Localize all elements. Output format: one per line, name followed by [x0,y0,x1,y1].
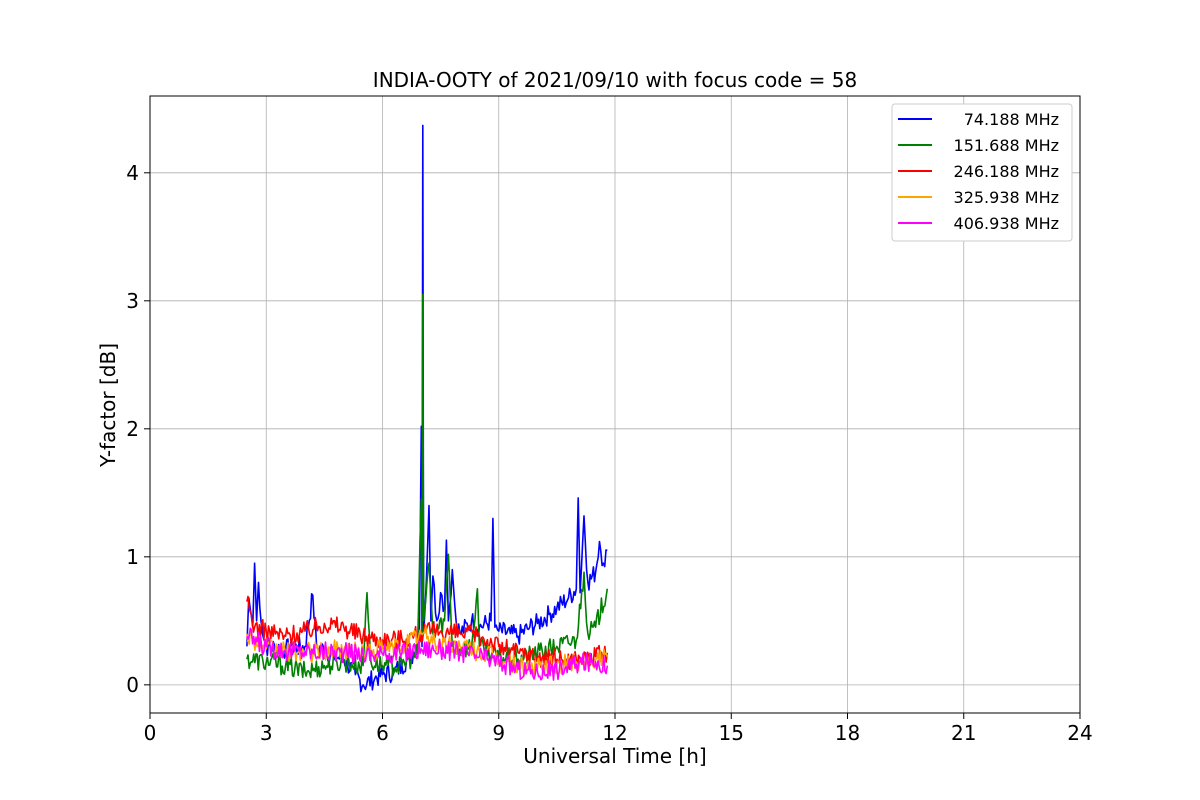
legend-label: 151.688 MHz [954,136,1059,155]
series-layer [246,124,609,693]
y-tick-label: 4 [126,161,139,185]
legend: 74.188 MHz 151.688 MHz 246.188 MHz 325.938 … [891,103,1073,242]
legend-label: 406.938 MHz [954,214,1059,233]
x-axis: 0 3 6 9 12 15 18 21 24 [144,713,1093,745]
legend-box [891,103,1073,242]
legend-label: 325.938 MHz [954,188,1059,207]
series-line [246,627,609,681]
y-tick-label: 0 [126,673,139,697]
x-tick-label: 9 [492,721,505,745]
x-tick-label: 3 [260,721,273,745]
legend-label: 74.188 MHz [964,110,1059,129]
x-tick-label: 12 [602,721,627,745]
x-tick-label: 15 [719,721,744,745]
y-axis-label: Y-factor [dB] [96,343,120,468]
y-tick-label: 1 [126,545,139,569]
y-tick-label: 2 [126,417,139,441]
x-tick-label: 21 [951,721,976,745]
x-tick-label: 6 [376,721,389,745]
x-tick-label: 0 [144,721,157,745]
y-axis: 0 1 2 3 4 [126,161,150,697]
series-line [246,293,609,679]
x-axis-label: Universal Time [h] [523,744,706,768]
x-tick-label: 18 [835,721,860,745]
y-tick-label: 3 [126,289,139,313]
x-tick-label: 24 [1067,721,1092,745]
legend-label: 246.188 MHz [954,162,1059,181]
plot-area [246,124,609,693]
chart-title: INDIA-OOTY of 2021/09/10 with focus code… [373,68,857,92]
